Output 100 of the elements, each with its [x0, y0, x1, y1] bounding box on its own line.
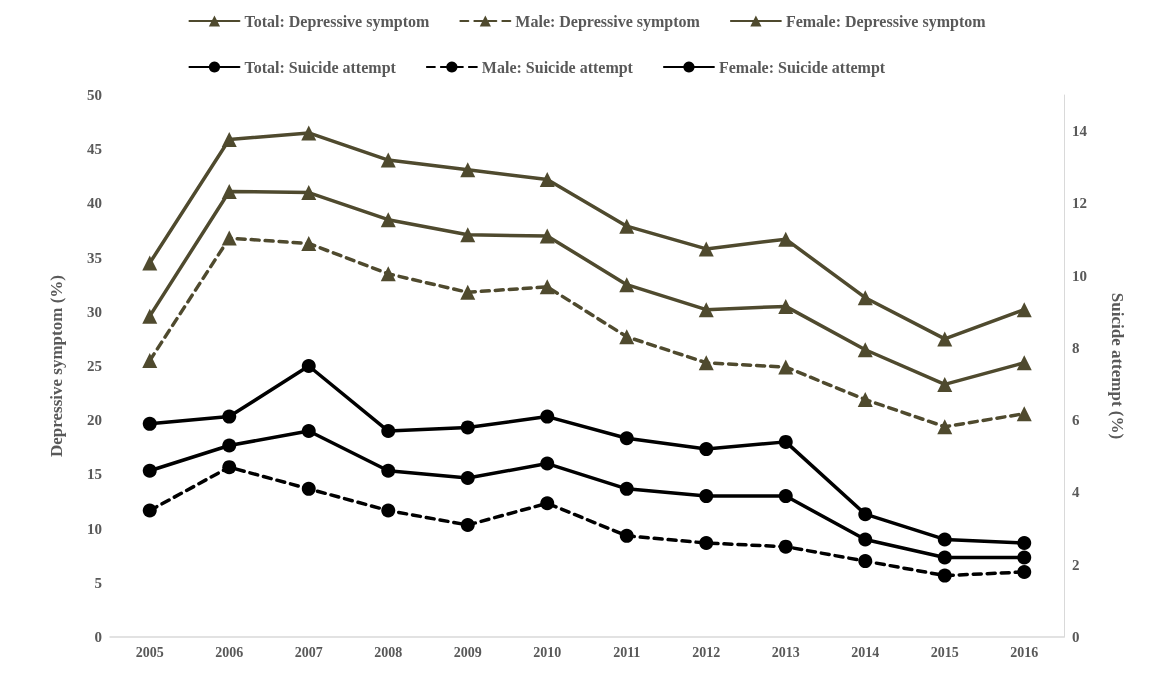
point	[937, 419, 953, 435]
y-axis-title: Depressive symptom (%)	[47, 275, 66, 457]
point	[380, 212, 396, 228]
point	[937, 376, 953, 392]
x-tick-label: 2010	[533, 644, 562, 660]
point	[142, 353, 158, 369]
x-tick-label: 2016	[1010, 644, 1039, 660]
point	[778, 359, 794, 375]
y-tick-label: 15	[87, 466, 102, 483]
point	[699, 442, 714, 457]
point	[619, 528, 634, 543]
point	[619, 481, 634, 496]
legend-label: Male: Suicide attempt	[481, 58, 634, 77]
point	[937, 568, 952, 583]
point	[142, 416, 157, 431]
point	[857, 290, 873, 306]
x-tick-label: 2005	[135, 644, 164, 660]
x-tick-label: 2007	[294, 644, 323, 660]
point	[1016, 355, 1032, 371]
point	[858, 554, 873, 569]
y2-tick-label: 4	[1072, 484, 1080, 501]
point	[221, 183, 237, 199]
point	[1017, 550, 1032, 565]
point	[539, 228, 555, 244]
y2-tick-label: 6	[1072, 412, 1080, 429]
point	[619, 277, 635, 293]
y-tick-label: 40	[87, 195, 102, 212]
y2-tick-label: 12	[1072, 195, 1087, 212]
point	[301, 125, 317, 141]
point	[301, 359, 316, 373]
y2-tick-label: 14	[1072, 123, 1088, 140]
point	[222, 460, 237, 475]
point	[1016, 406, 1032, 422]
legend-label: Female: Suicide attempt	[718, 58, 886, 77]
point	[381, 503, 396, 518]
point	[540, 456, 555, 471]
y-tick-label: 0	[94, 629, 102, 645]
point	[221, 131, 237, 147]
point	[301, 185, 317, 201]
point	[699, 536, 714, 551]
point	[937, 532, 952, 547]
point	[540, 496, 555, 511]
x-tick-label: 2015	[930, 644, 959, 660]
y2-tick-label: 2	[1072, 556, 1080, 573]
point	[221, 230, 237, 246]
point	[222, 438, 237, 453]
point	[142, 308, 158, 324]
point	[778, 298, 794, 314]
y2-tick-label: 0	[1072, 629, 1080, 645]
y-tick-label: 5	[94, 574, 102, 591]
point	[301, 236, 317, 252]
point	[778, 489, 793, 504]
point	[539, 279, 555, 295]
point	[778, 539, 793, 554]
point	[698, 241, 714, 257]
x-tick-label: 2006	[215, 644, 244, 660]
point	[539, 172, 555, 188]
legend-label: Total: Depressive symptom	[244, 12, 431, 31]
point	[619, 218, 635, 234]
point	[301, 481, 316, 496]
point	[1016, 302, 1032, 318]
point	[1017, 536, 1032, 551]
y-tick-label: 25	[87, 358, 102, 374]
point	[540, 409, 555, 424]
y-tick-label: 50	[87, 87, 102, 103]
y2-tick-label: 8	[1072, 339, 1080, 356]
point	[619, 431, 634, 446]
point	[142, 255, 158, 271]
point	[699, 489, 714, 504]
point	[301, 424, 316, 439]
x-tick-label: 2011	[613, 644, 641, 660]
point	[460, 517, 475, 532]
point	[698, 302, 714, 318]
x-tick-label: 2009	[453, 644, 482, 660]
point	[857, 342, 873, 358]
point	[380, 266, 396, 282]
y2-axis-title: Suicide attempt (%)	[1108, 292, 1127, 440]
point	[858, 532, 873, 547]
y-tick-label: 30	[87, 303, 102, 320]
point	[858, 507, 873, 522]
point	[381, 463, 396, 478]
x-tick-label: 2008	[374, 644, 403, 660]
x-tick-label: 2012	[692, 644, 721, 660]
point	[778, 231, 794, 247]
point	[460, 284, 476, 300]
point	[1017, 564, 1032, 579]
x-tick-label: 2014	[851, 644, 880, 660]
legend-label: Female: Depressive symptom	[785, 12, 987, 31]
point	[460, 162, 476, 178]
y-tick-label: 20	[87, 412, 102, 429]
y-tick-label: 10	[87, 520, 102, 537]
point	[222, 409, 237, 424]
point	[460, 471, 475, 486]
point	[142, 503, 157, 518]
y-tick-label: 45	[87, 141, 102, 158]
legend-label: Total: Suicide attempt	[244, 58, 397, 77]
point	[142, 463, 157, 478]
point	[460, 420, 475, 435]
point	[460, 227, 476, 243]
point	[381, 424, 396, 439]
